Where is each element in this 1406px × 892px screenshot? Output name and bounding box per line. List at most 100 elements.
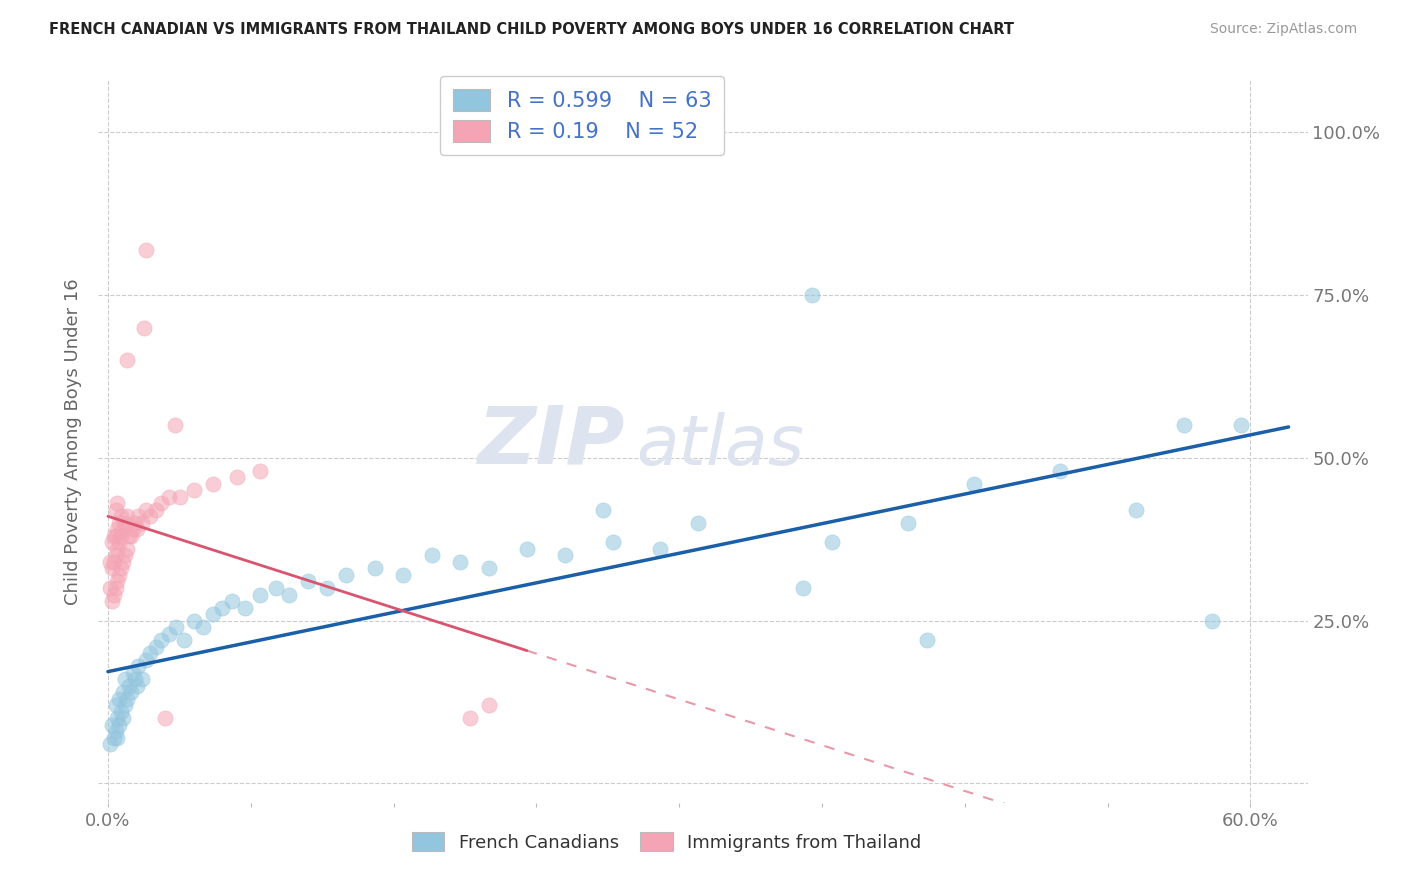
Immigrants from Thailand	[458, 711, 481, 725]
Immigrants from Thailand	[150, 496, 173, 510]
Text: ZIP: ZIP	[477, 402, 624, 481]
French Canadians	[1173, 418, 1195, 433]
Immigrants from Thailand	[110, 509, 132, 524]
French Canadians	[277, 587, 299, 601]
French Canadians	[221, 594, 243, 608]
Immigrants from Thailand	[108, 516, 131, 530]
French Canadians	[125, 679, 148, 693]
French Canadians	[103, 731, 125, 745]
French Canadians	[1201, 614, 1223, 628]
French Canadians	[114, 672, 136, 686]
Immigrants from Thailand	[139, 509, 162, 524]
French Canadians	[100, 717, 122, 731]
Immigrants from Thailand	[100, 561, 122, 575]
Immigrants from Thailand	[169, 490, 191, 504]
French Canadians	[201, 607, 224, 621]
French Canadians	[110, 705, 132, 719]
Immigrants from Thailand	[115, 541, 138, 556]
French Canadians	[963, 476, 986, 491]
French Canadians	[211, 600, 233, 615]
Immigrants from Thailand	[112, 555, 135, 569]
Immigrants from Thailand	[107, 574, 129, 589]
Immigrants from Thailand	[100, 594, 122, 608]
Immigrants from Thailand	[104, 549, 127, 563]
Immigrants from Thailand	[108, 568, 131, 582]
French Canadians	[335, 568, 357, 582]
French Canadians	[114, 698, 136, 713]
Immigrants from Thailand	[249, 464, 271, 478]
French Canadians	[602, 535, 624, 549]
French Canadians	[897, 516, 920, 530]
Immigrants from Thailand	[107, 523, 129, 537]
French Canadians	[150, 633, 173, 648]
French Canadians	[107, 711, 129, 725]
Immigrants from Thailand	[110, 561, 132, 575]
French Canadians	[104, 724, 127, 739]
French Canadians	[1230, 418, 1253, 433]
Legend: French Canadians, Immigrants from Thailand: French Canadians, Immigrants from Thaila…	[405, 824, 929, 859]
Immigrants from Thailand	[103, 555, 125, 569]
French Canadians	[233, 600, 256, 615]
Immigrants from Thailand	[107, 541, 129, 556]
Immigrants from Thailand	[103, 587, 125, 601]
French Canadians	[392, 568, 415, 582]
Immigrants from Thailand	[226, 470, 249, 484]
French Canadians	[98, 737, 121, 751]
French Canadians	[449, 555, 471, 569]
Immigrants from Thailand	[98, 581, 121, 595]
French Canadians	[183, 614, 205, 628]
French Canadians	[420, 549, 443, 563]
French Canadians	[264, 581, 287, 595]
French Canadians	[249, 587, 271, 601]
Immigrants from Thailand	[145, 503, 167, 517]
French Canadians	[124, 672, 146, 686]
Immigrants from Thailand	[120, 529, 142, 543]
Immigrants from Thailand	[478, 698, 501, 713]
Immigrants from Thailand	[110, 529, 132, 543]
French Canadians	[108, 717, 131, 731]
French Canadians	[792, 581, 814, 595]
French Canadians	[478, 561, 501, 575]
French Canadians	[135, 652, 157, 666]
Immigrants from Thailand	[98, 555, 121, 569]
Immigrants from Thailand	[125, 523, 148, 537]
Immigrants from Thailand	[131, 516, 153, 530]
French Canadians	[112, 685, 135, 699]
Text: atlas: atlas	[637, 411, 804, 479]
Immigrants from Thailand	[153, 711, 176, 725]
Immigrants from Thailand	[135, 503, 157, 517]
Text: FRENCH CANADIAN VS IMMIGRANTS FROM THAILAND CHILD POVERTY AMONG BOYS UNDER 16 CO: FRENCH CANADIAN VS IMMIGRANTS FROM THAIL…	[49, 22, 1014, 37]
French Canadians	[107, 731, 129, 745]
French Canadians	[127, 659, 149, 673]
French Canadians	[157, 626, 180, 640]
French Canadians	[108, 691, 131, 706]
Immigrants from Thailand	[163, 418, 186, 433]
Immigrants from Thailand	[124, 516, 146, 530]
Immigrants from Thailand	[118, 529, 141, 543]
French Canadians	[363, 561, 385, 575]
French Canadians	[104, 698, 127, 713]
Immigrants from Thailand	[114, 516, 136, 530]
French Canadians	[131, 672, 153, 686]
French Canadians	[1049, 464, 1071, 478]
Immigrants from Thailand	[135, 243, 157, 257]
Immigrants from Thailand	[104, 503, 127, 517]
Immigrants from Thailand	[134, 320, 156, 334]
French Canadians	[297, 574, 319, 589]
French Canadians	[118, 679, 141, 693]
Y-axis label: Child Poverty Among Boys Under 16: Child Poverty Among Boys Under 16	[65, 278, 83, 605]
Immigrants from Thailand	[121, 523, 143, 537]
French Canadians	[650, 541, 672, 556]
Immigrants from Thailand	[115, 353, 138, 368]
French Canadians	[820, 535, 842, 549]
French Canadians	[516, 541, 538, 556]
Immigrants from Thailand	[115, 509, 138, 524]
Immigrants from Thailand	[201, 476, 224, 491]
French Canadians	[1125, 503, 1147, 517]
French Canadians	[121, 665, 143, 680]
French Canadians	[191, 620, 214, 634]
French Canadians	[139, 646, 162, 660]
French Canadians	[554, 549, 576, 563]
French Canadians	[915, 633, 938, 648]
Text: Source: ZipAtlas.com: Source: ZipAtlas.com	[1209, 22, 1357, 37]
